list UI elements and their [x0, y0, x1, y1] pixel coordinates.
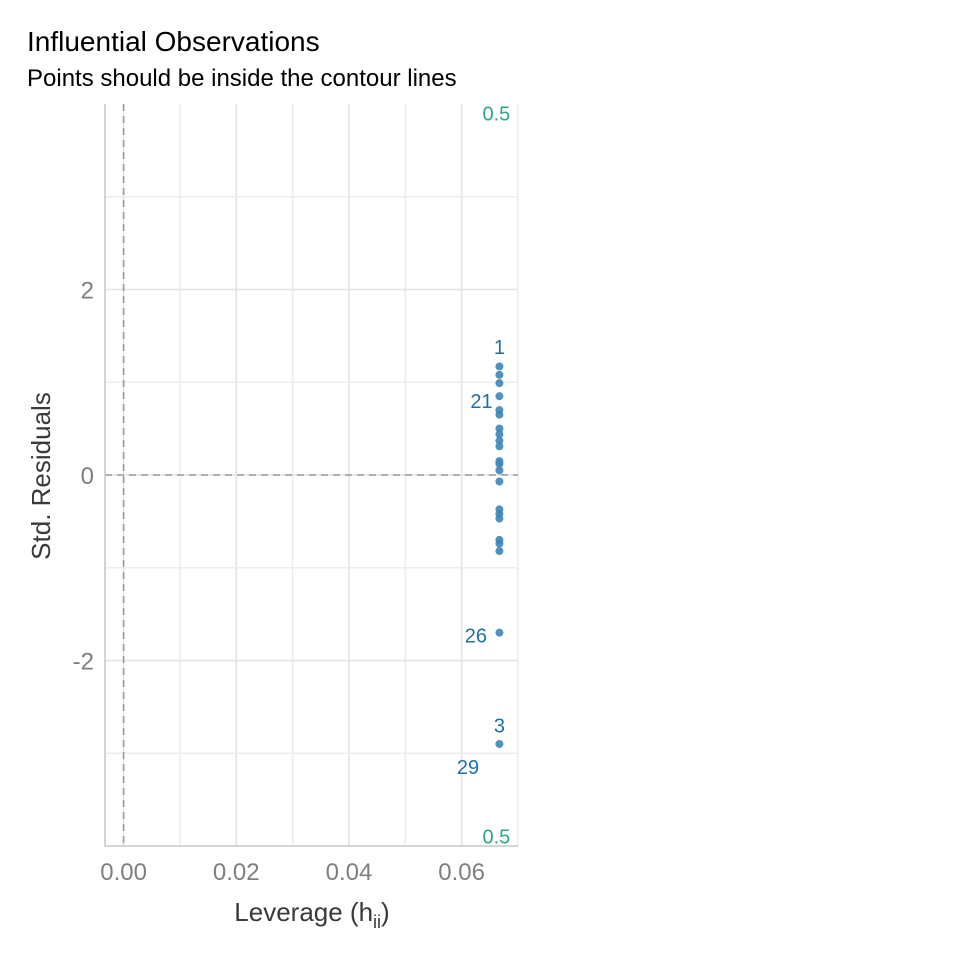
reference-lines: [105, 104, 518, 846]
data-point: [495, 514, 504, 523]
axes: [104, 104, 518, 847]
point-label: 26: [465, 625, 487, 647]
data-points: [495, 362, 504, 748]
data-point: [495, 392, 504, 401]
contour-labels: 0.5 0.5: [483, 103, 511, 848]
data-point: [495, 436, 504, 445]
point-labels: 1 21 26 3 29: [457, 337, 505, 779]
data-point: [495, 547, 504, 556]
y-tick-label: 0: [81, 463, 94, 490]
x-axis-title-sub: ii: [373, 912, 381, 932]
chart-title: Influential Observations: [27, 26, 320, 57]
data-point: [495, 379, 504, 388]
tick-labels: 0.00 0.02 0.04 0.06 -2 0 2: [73, 278, 485, 887]
point-label: 29: [457, 757, 479, 779]
x-tick-label: 0.06: [438, 859, 485, 886]
x-axis-title: Leverage (hii): [234, 897, 389, 932]
contour-label: 0.5: [483, 103, 511, 125]
data-point: [495, 539, 504, 548]
point-label: 21: [470, 391, 492, 413]
point-label: 3: [494, 715, 505, 737]
contour-label: 0.5: [483, 827, 511, 849]
point-label: 1: [494, 337, 505, 359]
data-point: [495, 466, 504, 475]
data-point: [495, 430, 504, 439]
data-point: [495, 362, 504, 371]
y-tick-label: -2: [73, 649, 94, 676]
data-point: [495, 739, 504, 748]
y-tick-label: 2: [81, 278, 94, 305]
x-axis-title-main: Leverage (h: [234, 897, 373, 927]
x-axis-title-end: ): [381, 897, 390, 927]
data-point: [495, 459, 504, 468]
x-tick-label: 0.04: [326, 859, 373, 886]
data-point: [495, 370, 504, 379]
data-point: [495, 477, 504, 486]
x-tick-label: 0.02: [213, 859, 260, 886]
x-tick-label: 0.00: [100, 859, 147, 886]
data-point: [495, 410, 504, 419]
data-point: [495, 442, 504, 451]
chart-subtitle: Points should be inside the contour line…: [27, 65, 457, 92]
y-axis-title: Std. Residuals: [26, 392, 56, 560]
data-point: [495, 628, 504, 637]
data-point: [495, 424, 504, 433]
